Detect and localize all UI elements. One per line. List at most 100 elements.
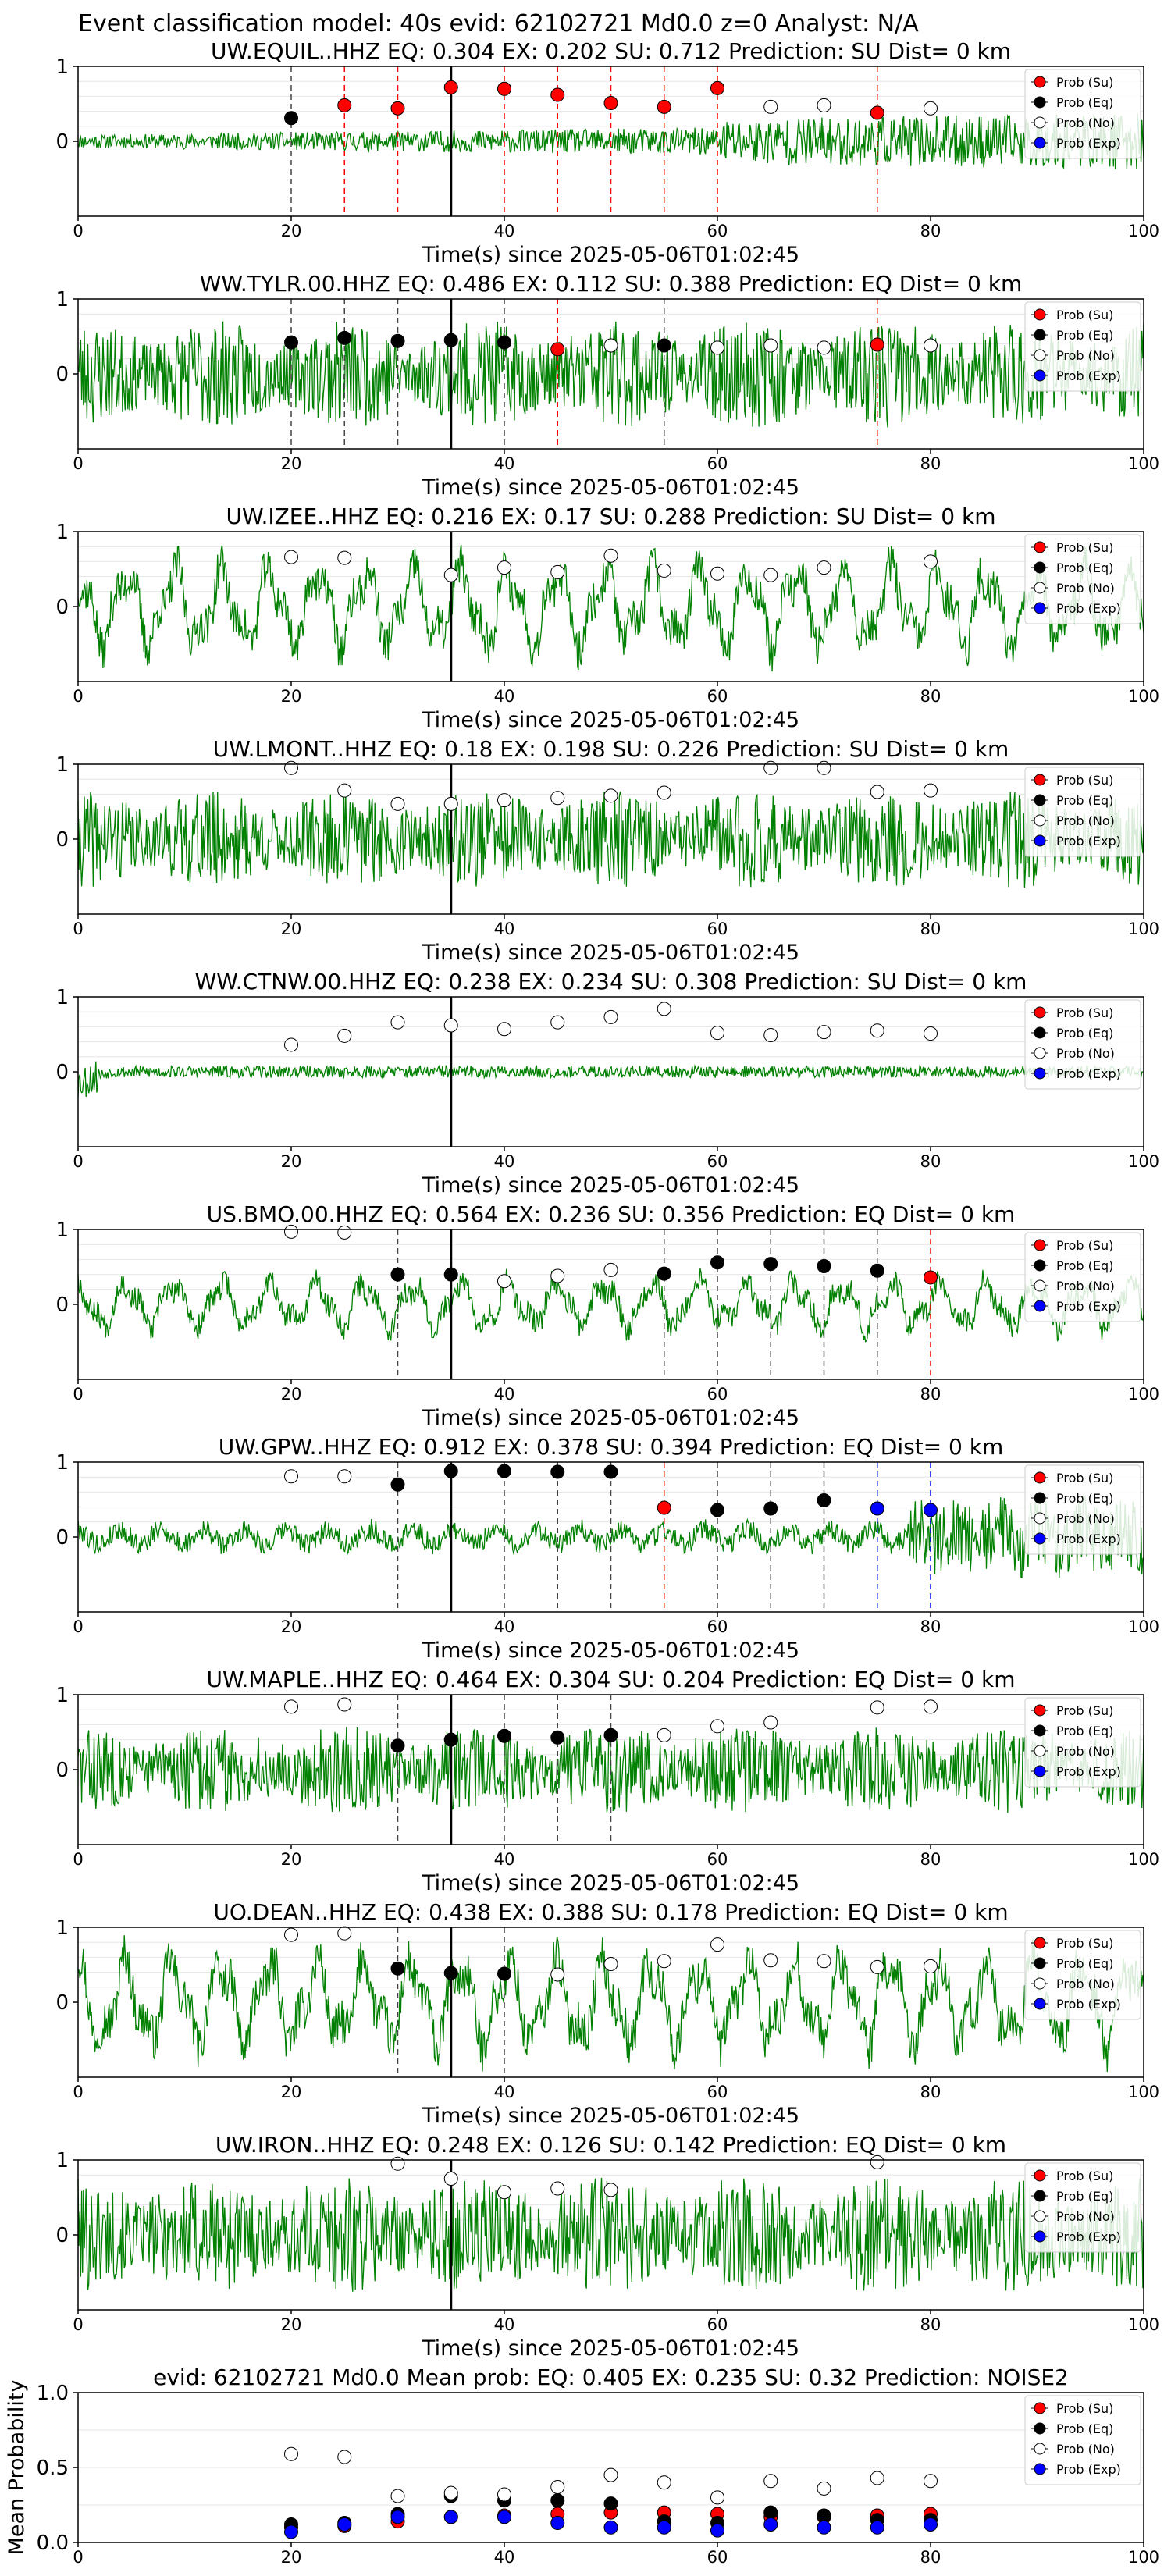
legend-label-no: Prob (No) — [1056, 2442, 1115, 2457]
prob-marker-su — [710, 80, 724, 95]
legend-marker-su — [1034, 1937, 1046, 1949]
legend-marker-exp — [1034, 2230, 1046, 2243]
x-tick-label: 100 — [1128, 1152, 1159, 1171]
panel-legend — [1024, 534, 1141, 624]
legend-marker-no — [1034, 1977, 1046, 1990]
panel-legend — [1024, 69, 1141, 159]
legend-label-exp: Prob (Exp) — [1056, 1997, 1121, 2012]
prob-marker-no — [870, 785, 884, 799]
mean-prob-marker-no — [924, 2474, 938, 2489]
mean-prob-marker-no — [870, 2471, 884, 2485]
mean-prob-marker-eq — [763, 2505, 778, 2520]
mean-prob-marker-exp — [924, 2517, 938, 2532]
legend-marker-no — [1034, 2443, 1046, 2455]
x-tick-label: 40 — [494, 920, 515, 938]
prob-marker-exp — [924, 1503, 938, 1517]
panel-uw-equil--hhz: UW.EQUIL..HHZ EQ: 0.304 EX: 0.202 SU: 0.… — [55, 38, 1159, 267]
prob-marker-no — [443, 1018, 458, 1033]
legend-marker-exp — [1034, 1067, 1046, 1080]
prob-marker-no — [603, 1957, 618, 1972]
prob-marker-eq — [657, 1266, 671, 1281]
prob-marker-no — [710, 1026, 724, 1041]
mean-prob-marker-no — [603, 2467, 618, 2482]
x-tick-label: 20 — [281, 1850, 302, 1869]
x-tick-label: 40 — [494, 454, 515, 473]
panel-title: UW.EQUIL..HHZ EQ: 0.304 EX: 0.202 SU: 0.… — [211, 38, 1011, 64]
legend-label-no: Prob (No) — [1056, 116, 1115, 130]
legend-marker-su — [1034, 2169, 1046, 2182]
x-tick-label: 0 — [73, 222, 83, 240]
prob-marker-no — [337, 1028, 352, 1043]
legend-marker-eq — [1034, 96, 1046, 109]
prob-marker-eq — [710, 1503, 724, 1517]
page-title: Event classification model: 40s evid: 62… — [78, 10, 919, 37]
y-tick-label: 0 — [55, 1293, 69, 1317]
panel-title: UW.IRON..HHZ EQ: 0.248 EX: 0.126 SU: 0.1… — [215, 2132, 1006, 2158]
prob-marker-eq — [603, 1727, 618, 1742]
mean-prob-marker-exp — [710, 2523, 724, 2538]
panel-legend — [1024, 2162, 1141, 2253]
prob-marker-su — [657, 99, 671, 114]
x-tick-label: 0 — [73, 920, 83, 938]
x-axis-label: Time(s) since 2025-05-06T01:02:45 — [422, 1406, 799, 1430]
legend-marker-eq — [1034, 2190, 1046, 2202]
mean-prob-marker-no — [763, 2474, 778, 2489]
prob-marker-no — [924, 783, 938, 798]
panel-legend — [1024, 1697, 1141, 1788]
legend-label-no: Prob (No) — [1056, 1744, 1115, 1759]
legend-label-eq: Prob (Eq) — [1056, 560, 1113, 575]
legend-marker-eq — [1034, 1957, 1046, 1969]
legend-marker-exp — [1034, 834, 1046, 847]
mean-prob-marker-no — [284, 2446, 298, 2461]
waveform-trace — [77, 1268, 1144, 1343]
mean-prob-marker-exp — [390, 2510, 405, 2524]
legend-label-exp: Prob (Exp) — [1056, 2229, 1121, 2244]
prob-marker-no — [337, 1926, 352, 1941]
prob-marker-no — [924, 338, 938, 353]
prob-marker-su — [497, 81, 511, 96]
mean-legend — [1024, 2395, 1141, 2485]
x-tick-label: 60 — [707, 2083, 728, 2101]
prob-marker-no — [603, 1009, 618, 1024]
prob-marker-eq — [390, 333, 405, 348]
legend-marker-su — [1034, 1006, 1046, 1019]
prob-marker-no — [710, 566, 724, 581]
legend-marker-exp — [1034, 602, 1046, 614]
legend-marker-eq — [1034, 1492, 1046, 1504]
mean-prob-marker-exp — [497, 2510, 511, 2524]
x-tick-label: 40 — [494, 1385, 515, 1404]
legend-label-eq: Prob (Eq) — [1056, 1258, 1113, 1273]
prob-marker-eq — [497, 1966, 511, 1981]
prob-marker-eq — [657, 338, 671, 353]
prob-marker-su — [924, 1270, 938, 1285]
prob-marker-su — [870, 337, 884, 352]
legend-label-su: Prob (Su) — [1056, 308, 1113, 322]
x-axis-label: Time(s) since 2025-05-06T01:02:45 — [422, 708, 799, 732]
panel-title: UO.DEAN..HHZ EQ: 0.438 EX: 0.388 SU: 0.1… — [213, 1899, 1008, 1925]
x-tick-label: 60 — [707, 1617, 728, 1636]
x-tick-label: 60 — [707, 2315, 728, 2334]
prob-marker-no — [390, 2156, 405, 2171]
mean-prob-marker-no — [497, 2487, 511, 2502]
panel-title: UW.LMONT..HHZ EQ: 0.18 EX: 0.198 SU: 0.2… — [213, 736, 1009, 762]
legend-marker-su — [1034, 1471, 1046, 1484]
panel-legend — [1024, 301, 1141, 392]
prob-marker-no — [924, 1959, 938, 1973]
x-tick-label: 20 — [281, 920, 302, 938]
plot-frame — [77, 66, 1144, 217]
prob-marker-no — [603, 1262, 618, 1277]
legend-marker-no — [1034, 349, 1046, 361]
legend-label-exp: Prob (Exp) — [1056, 1299, 1121, 1314]
x-tick-label: 0 — [73, 454, 83, 473]
prob-marker-su — [603, 96, 618, 111]
prob-marker-su — [337, 98, 352, 112]
x-tick-label: 0 — [73, 1152, 83, 1171]
legend-marker-eq — [1034, 2422, 1046, 2435]
x-tick-label: 100 — [1128, 920, 1159, 938]
prob-marker-no — [550, 1967, 565, 1982]
x-tick-label: 20 — [281, 1617, 302, 1636]
x-tick-label: 80 — [920, 1152, 941, 1171]
x-tick-label: 40 — [494, 2315, 515, 2334]
legend-marker-exp — [1034, 137, 1046, 149]
x-tick-label: 0 — [73, 1850, 83, 1869]
